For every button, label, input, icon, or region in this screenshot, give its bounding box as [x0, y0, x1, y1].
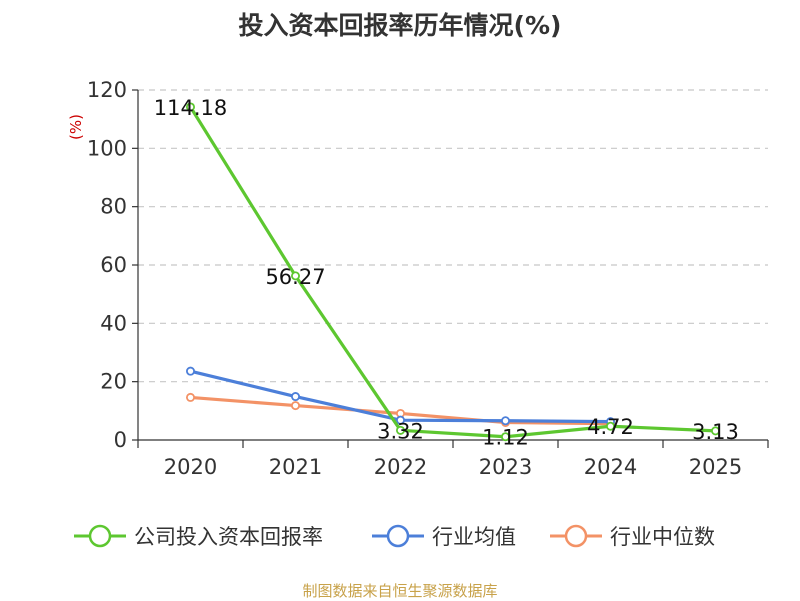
x-tick-label: 2020	[164, 455, 217, 479]
y-tick-label: 80	[100, 195, 127, 219]
series-point-1	[395, 415, 405, 425]
data-label: 56.27	[265, 265, 325, 289]
x-tick-label: 2023	[479, 455, 532, 479]
chart-title: 投入资本回报率历年情况(%)	[238, 11, 562, 40]
legend-label: 公司投入资本回报率	[134, 525, 323, 549]
legend-item: 行业中位数	[550, 518, 715, 554]
data-label: 3.13	[692, 420, 739, 444]
y-tick-label: 60	[100, 253, 127, 277]
data-label: 3.32	[377, 419, 424, 443]
gridlines	[138, 89, 768, 383]
series-point-0	[395, 425, 405, 435]
source-note: 制图数据来自恒生聚源数据库	[302, 582, 498, 600]
data-label: 1.12	[482, 426, 529, 450]
series-point-0	[500, 432, 510, 442]
series-point-1	[290, 392, 300, 402]
series-point-0	[606, 421, 616, 431]
legend-label: 行业中位数	[610, 525, 715, 549]
series-line-0	[189, 106, 716, 439]
series-point-2	[290, 401, 300, 411]
series-point-2	[185, 392, 195, 402]
series-point-0	[290, 271, 300, 281]
series	[185, 102, 721, 442]
data-label: 114.18	[154, 96, 227, 120]
legend-swatch-icon	[372, 524, 424, 548]
y-tick-label: 0	[114, 428, 127, 452]
data-label: 4.72	[587, 415, 634, 439]
series-point-0	[711, 426, 721, 436]
series-point-1	[185, 366, 195, 376]
data-labels: 114.18 56.27 3.32 1.12 4.72 3.13	[154, 96, 739, 450]
series-point-0	[185, 102, 195, 112]
x-tick-label: 2022	[374, 455, 427, 479]
legend-swatch-icon	[74, 524, 126, 548]
y-axis-unit-label: (%)	[67, 114, 85, 140]
series-point-1	[500, 416, 510, 426]
y-tick-label: 120	[87, 78, 127, 102]
legend: 公司投入资本回报率 行业均值 行业中位数	[0, 518, 800, 554]
x-tick-label: 2021	[269, 455, 322, 479]
x-tick-label: 2025	[689, 455, 742, 479]
y-tick-label: 20	[100, 370, 127, 394]
legend-item: 公司投入资本回报率	[74, 518, 323, 554]
legend-swatch-icon	[550, 524, 602, 548]
legend-item: 行业均值	[372, 518, 516, 554]
y-tick-label: 40	[100, 311, 127, 335]
axes: 0 20 40 60 80 100 120 2020 2021 2022 2023 2024 2025 (…	[67, 78, 769, 479]
legend-label: 行业均值	[432, 525, 516, 549]
x-tick-label: 2024	[584, 455, 637, 479]
y-tick-label: 100	[87, 136, 127, 160]
